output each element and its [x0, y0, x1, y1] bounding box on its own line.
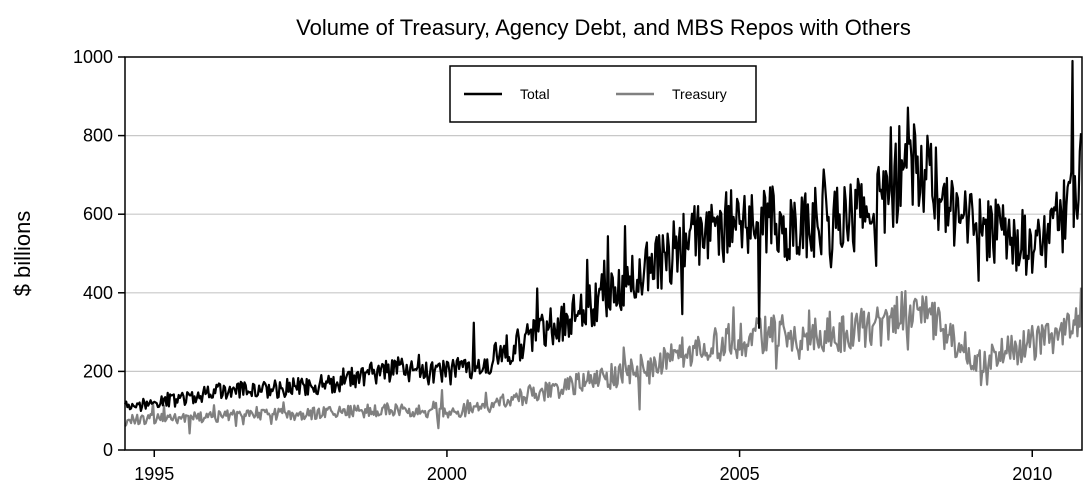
axis-layer: 0 200 400 600 800 1000 1995 2000 2005 2010 — [73, 47, 1052, 484]
series-line-total — [124, 59, 1083, 412]
y-tick-label-3: 600 — [83, 204, 113, 224]
y-tick-label-5: 1000 — [73, 47, 113, 67]
chart-title: Volume of Treasury, Agency Debt, and MBS… — [296, 15, 911, 40]
series-layer — [124, 59, 1083, 435]
y-tick-label-4: 800 — [83, 126, 113, 146]
y-tick-label-2: 400 — [83, 283, 113, 303]
y-axis-title: $ billions — [10, 211, 35, 297]
x-tick-label-1: 2000 — [427, 464, 467, 484]
x-tick-label-0: 1995 — [134, 464, 174, 484]
grid-layer — [125, 135, 1082, 372]
x-tick-label-3: 2010 — [1012, 464, 1052, 484]
y-tick-label-0: 0 — [103, 440, 113, 460]
plot-frame — [124, 56, 1083, 451]
series-line-treasury — [124, 287, 1083, 435]
legend-label-treasury: Treasury — [672, 86, 727, 102]
x-tick-label-2: 2005 — [720, 464, 760, 484]
legend: Total Treasury — [449, 65, 757, 123]
y-tick-label-1: 200 — [83, 361, 113, 381]
legend-label-total: Total — [520, 86, 550, 102]
